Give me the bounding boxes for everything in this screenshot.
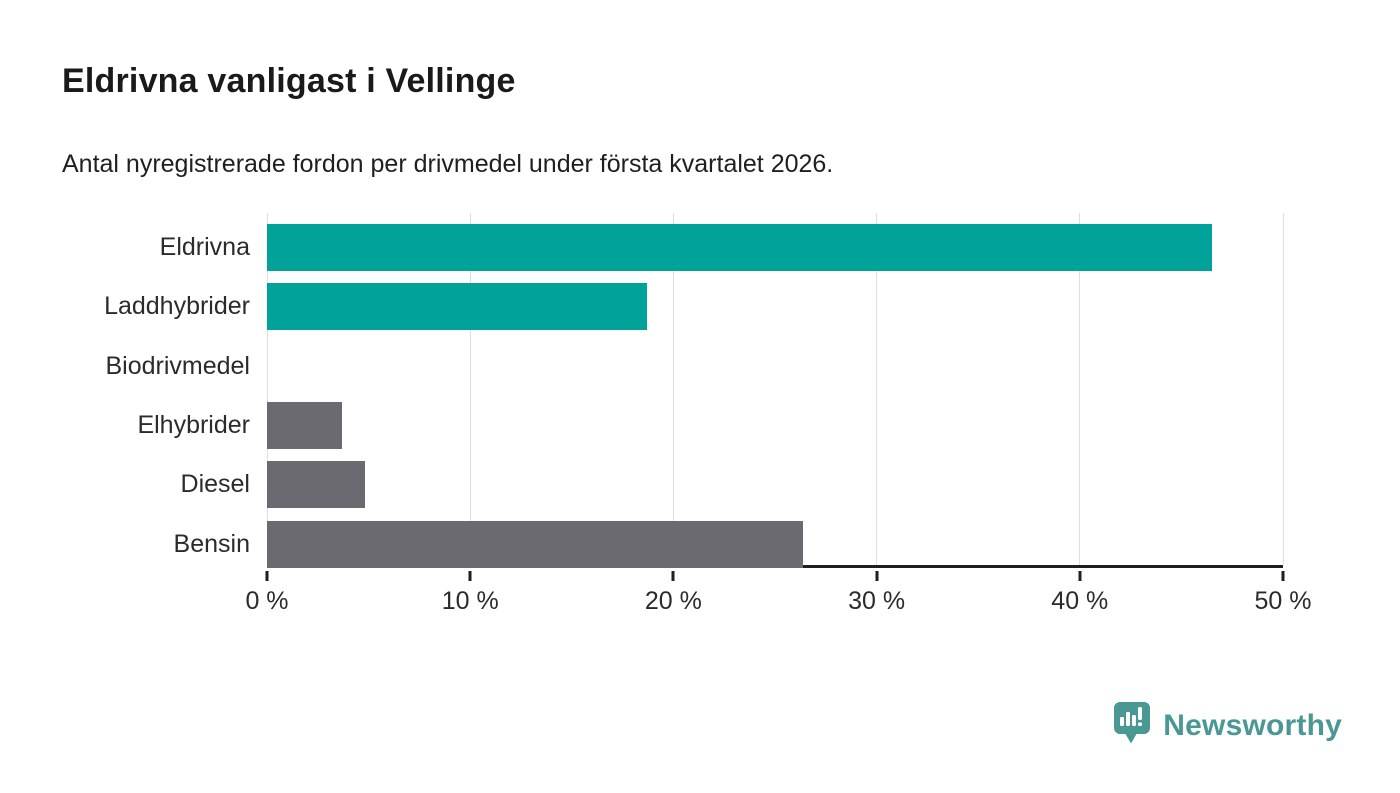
gridline-0-percent bbox=[266, 213, 268, 565]
x-tick-mark-40 bbox=[1078, 571, 1082, 581]
plot-area bbox=[266, 213, 1284, 568]
x-tick-mark-10 bbox=[468, 571, 472, 581]
y-axis-category-labels: Eldrivna Laddhybrider Biodrivmedel Elhybrid… bbox=[0, 213, 250, 568]
category-label-bensin: Bensin bbox=[173, 530, 250, 558]
category-label-elhybrider: Elhybrider bbox=[137, 411, 250, 439]
bar-elhybrider bbox=[267, 402, 343, 449]
x-tick-label-40-percent: 40 % bbox=[1051, 587, 1109, 615]
chart-subtitle: Antal nyregistrerade fordon per drivmede… bbox=[62, 150, 834, 178]
bar-laddhybrider bbox=[267, 283, 647, 330]
gridline-10-percent bbox=[469, 213, 471, 565]
x-tick-label-30-percent: 30 % bbox=[848, 587, 906, 615]
x-tick-mark-30 bbox=[875, 571, 879, 581]
category-label-diesel: Diesel bbox=[180, 470, 250, 498]
category-label-biodrivmedel: Biodrivmedel bbox=[105, 352, 250, 380]
x-tick-mark-50 bbox=[1281, 571, 1285, 581]
gridline-40-percent bbox=[1079, 213, 1081, 565]
newsworthy-logo-icon bbox=[1114, 702, 1151, 744]
x-tick-label-0-percent: 0 % bbox=[245, 587, 289, 615]
newsworthy-logo: Newsworthy bbox=[1113, 701, 1342, 751]
gridline-50-percent bbox=[1282, 213, 1284, 565]
x-tick-label-10-percent: 10 % bbox=[441, 587, 499, 615]
bar-diesel bbox=[267, 461, 365, 508]
x-tick-mark-0 bbox=[265, 571, 269, 581]
newsworthy-logo-text: Newsworthy bbox=[1163, 709, 1342, 742]
x-tick-label-50-percent: 50 % bbox=[1254, 587, 1312, 615]
category-label-laddhybrider: Laddhybrider bbox=[104, 292, 250, 320]
bar-bensin bbox=[267, 521, 804, 568]
gridline-20-percent bbox=[672, 213, 674, 565]
gridline-30-percent bbox=[876, 213, 878, 565]
x-axis: 0 % 10 % 20 % 30 % 40 % 50 % bbox=[245, 571, 1311, 631]
bar-eldrivna bbox=[267, 224, 1212, 271]
x-tick-label-20-percent: 20 % bbox=[644, 587, 702, 615]
x-tick-mark-20 bbox=[671, 571, 675, 581]
category-label-eldrivna: Eldrivna bbox=[159, 233, 250, 261]
chart-title: Eldrivna vanligast i Vellinge bbox=[62, 62, 516, 100]
